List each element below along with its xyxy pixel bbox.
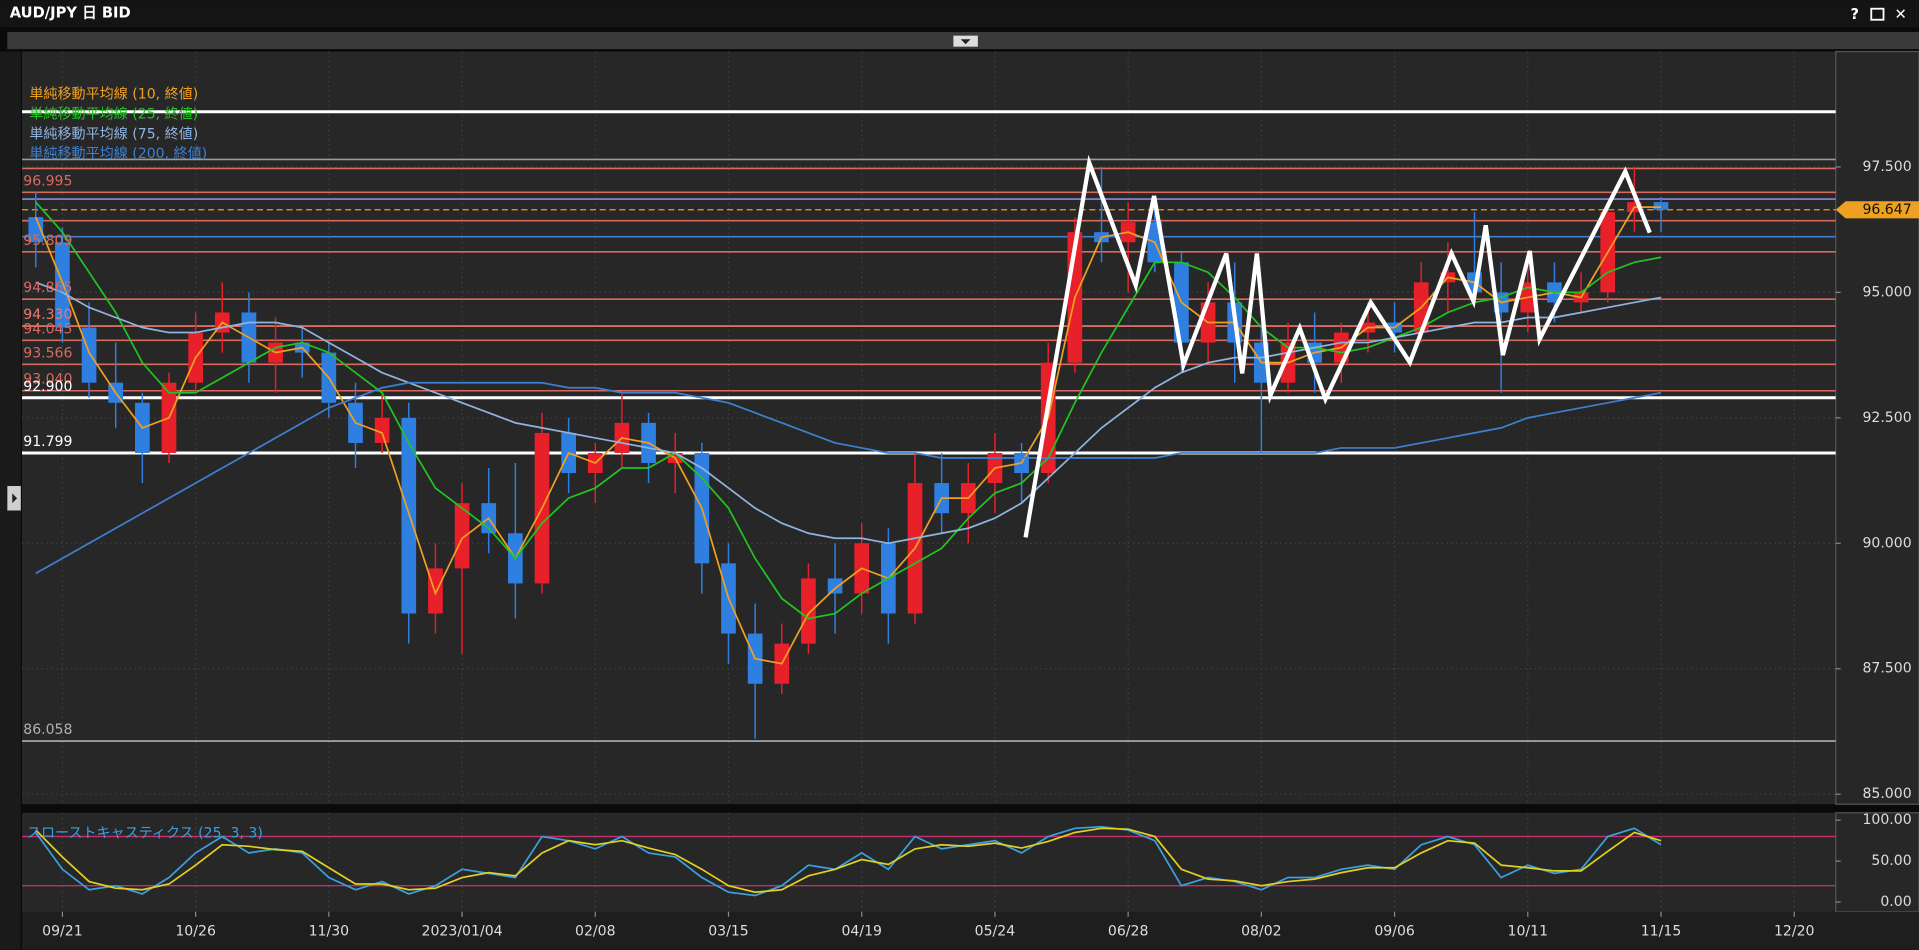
- candle-body: [81, 327, 97, 383]
- level-label: 91.799: [23, 434, 72, 450]
- y-tick-label: 95.000: [1862, 284, 1911, 300]
- legend-entry: 単純移動平均線 (75, 終値): [29, 126, 198, 142]
- stochastic-line: [35, 825, 1662, 897]
- x-tick-label: 05/24: [975, 923, 1016, 939]
- x-tick-label: 09/06: [1374, 923, 1415, 939]
- overlay-layer: 09/21 10/26 11/30 2023/01/04 02/08 03/15 04/19…: [23, 86, 1919, 939]
- y-tick-label: 90.000: [1862, 535, 1911, 551]
- last-price-tag: [1835, 201, 1919, 219]
- level-label: 93.040: [23, 372, 72, 388]
- candle-body: [374, 417, 390, 443]
- price-axis: [1835, 50, 1919, 805]
- candle-body: [28, 217, 44, 243]
- moving-average: [34, 206, 1662, 665]
- y-tick-label: 97.500: [1862, 159, 1911, 175]
- close-button[interactable]: ✕: [1895, 6, 1907, 23]
- time-axis: [22, 911, 1919, 950]
- candle-body: [454, 503, 470, 569]
- x-tick-label: 08/02: [1241, 923, 1282, 939]
- candle-body: [1653, 202, 1669, 210]
- stochastic-axis: [1835, 812, 1919, 913]
- maximize-button[interactable]: [1870, 7, 1885, 21]
- x-tick-label: 04/19: [841, 923, 882, 939]
- toggle-arrow: [960, 39, 971, 45]
- candle-body: [827, 578, 843, 594]
- legend-entry: 単純移動平均線 (200, 終値): [29, 146, 207, 162]
- legend-entry: 単純移動平均線 (25, 終値): [29, 106, 198, 122]
- legend-entry: 単純移動平均線 (10, 終値): [29, 86, 198, 102]
- y-tick-label: 0.00: [1880, 894, 1911, 910]
- drawn-zigzag: [1023, 154, 1652, 538]
- x-tick-label: 2023/01/04: [422, 923, 503, 939]
- moving-average: [35, 281, 1662, 545]
- level-label: 92.900: [23, 379, 72, 395]
- candle-body: [55, 242, 70, 328]
- side-arrow: [12, 493, 18, 504]
- level-label: 95.809: [23, 233, 72, 249]
- x-tick-label: 02/08: [575, 923, 616, 939]
- price-panel: [22, 51, 1836, 805]
- y-tick-label: 87.500: [1862, 661, 1911, 677]
- level-label: 93.566: [23, 345, 72, 361]
- stochastic-panel: [22, 812, 1836, 912]
- price-plot: [22, 51, 1836, 805]
- level-label: 96.995: [23, 173, 72, 189]
- x-tick-label: 11/30: [309, 923, 350, 939]
- help-button[interactable]: ?: [1850, 6, 1859, 23]
- x-tick-label: 10/11: [1508, 923, 1549, 939]
- y-tick-label: 85.000: [1862, 786, 1911, 802]
- x-tick-label: 06/28: [1108, 923, 1149, 939]
- x-tick-label: 12/20: [1774, 923, 1815, 939]
- window-title: AUD/JPY 日 BID: [10, 5, 131, 22]
- level-label: 86.058: [23, 722, 72, 738]
- title-bar: [0, 0, 1919, 28]
- candle-body: [801, 578, 816, 644]
- level-label: 94.045: [23, 321, 72, 337]
- level-label: 94.865: [23, 280, 72, 296]
- y-tick-label: 92.500: [1862, 410, 1911, 426]
- level-label: 94.330: [23, 307, 72, 323]
- x-tick-label: 10/26: [175, 923, 216, 939]
- y-tick-label: 100.00: [1862, 812, 1911, 828]
- stochastic-title: スローストキャスティクス (25, 3, 3): [27, 826, 263, 842]
- stochastic-plot: [22, 812, 1836, 912]
- stochastic-line: [35, 827, 1662, 894]
- y-tick-label: 50.00: [1871, 853, 1911, 869]
- x-tick-label: 09/21: [42, 923, 83, 939]
- x-tick-label: 03/15: [708, 923, 749, 939]
- plot-layer: [22, 51, 1836, 912]
- x-tick-label: 11/15: [1641, 923, 1682, 939]
- last-price-label: 96.647: [1862, 202, 1911, 218]
- moving-average: [35, 381, 1662, 575]
